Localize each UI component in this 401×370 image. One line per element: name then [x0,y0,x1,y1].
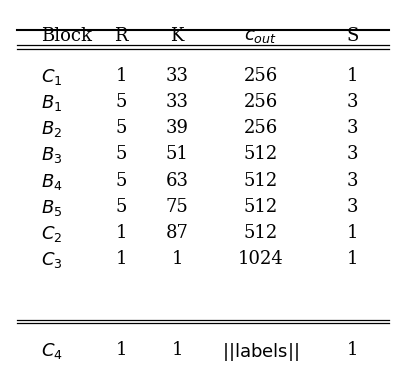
Text: 512: 512 [243,145,277,164]
Text: 1: 1 [346,342,358,360]
Text: $B_4$: $B_4$ [41,172,63,192]
Text: 1: 1 [115,342,127,360]
Text: 1: 1 [115,67,127,85]
Text: 75: 75 [165,198,188,216]
Text: 1: 1 [346,250,358,268]
Text: 1: 1 [171,250,182,268]
Text: 33: 33 [165,93,188,111]
Text: 5: 5 [115,172,127,189]
Text: 256: 256 [243,119,277,137]
Text: $c_{out}$: $c_{out}$ [244,27,277,45]
Text: 512: 512 [243,198,277,216]
Text: 5: 5 [115,145,127,164]
Text: 1: 1 [115,224,127,242]
Text: 3: 3 [346,198,358,216]
Text: $C_1$: $C_1$ [41,67,63,87]
Text: 3: 3 [346,172,358,189]
Text: 1024: 1024 [237,250,283,268]
Text: 3: 3 [346,145,358,164]
Text: $||\mathrm{labels}||$: $||\mathrm{labels}||$ [222,342,299,363]
Text: 5: 5 [115,93,127,111]
Text: 33: 33 [165,67,188,85]
Text: 1: 1 [346,224,358,242]
Text: 51: 51 [165,145,188,164]
Text: $C_3$: $C_3$ [41,250,63,270]
Text: 1: 1 [115,250,127,268]
Text: $C_2$: $C_2$ [41,224,63,244]
Text: 5: 5 [115,198,127,216]
Text: 3: 3 [346,119,358,137]
Text: $B_2$: $B_2$ [41,119,62,139]
Text: 256: 256 [243,93,277,111]
Text: $B_3$: $B_3$ [41,145,63,165]
Text: Block: Block [41,27,92,45]
Text: R: R [114,27,128,45]
Text: $C_4$: $C_4$ [41,342,63,361]
Text: 1: 1 [346,67,358,85]
Text: S: S [346,27,358,45]
Text: 5: 5 [115,119,127,137]
Text: 256: 256 [243,67,277,85]
Text: K: K [170,27,183,45]
Text: 3: 3 [346,93,358,111]
Text: $B_5$: $B_5$ [41,198,63,218]
Text: $B_1$: $B_1$ [41,93,63,113]
Text: 87: 87 [165,224,188,242]
Text: 512: 512 [243,172,277,189]
Text: 39: 39 [165,119,188,137]
Text: 512: 512 [243,224,277,242]
Text: 1: 1 [171,342,182,360]
Text: 63: 63 [165,172,188,189]
